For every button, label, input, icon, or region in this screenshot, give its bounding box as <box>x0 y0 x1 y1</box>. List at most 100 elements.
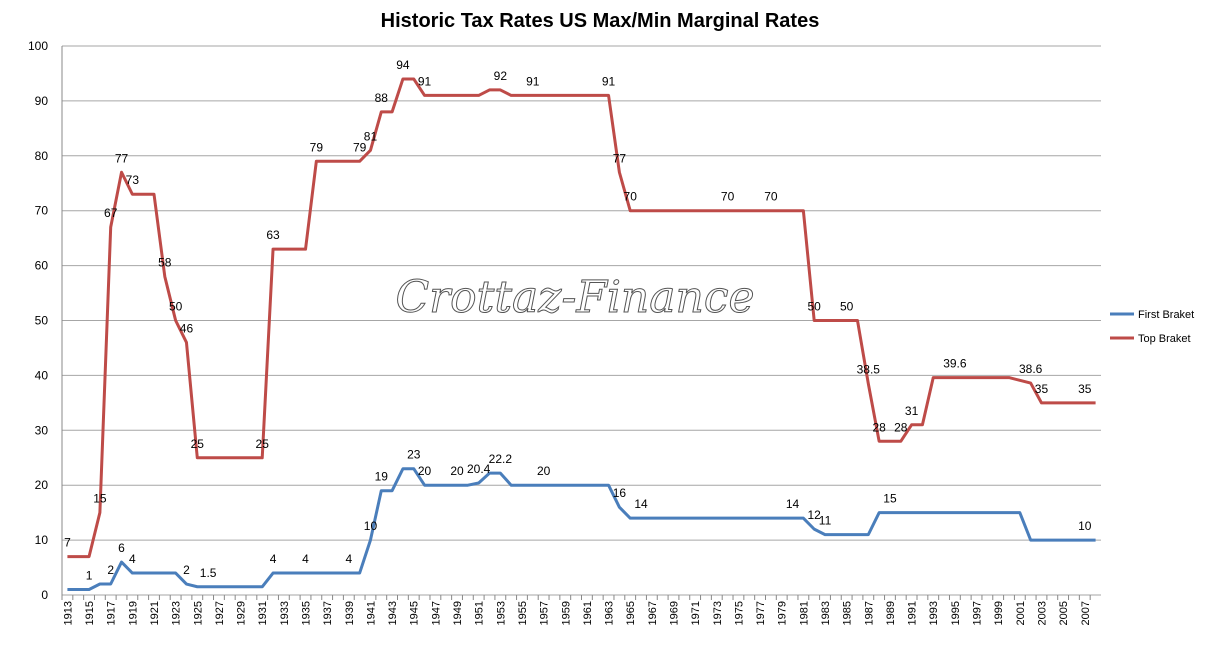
x-tick-label: 1925 <box>192 601 204 625</box>
x-tick-label: 1997 <box>972 601 984 625</box>
data-label: 77 <box>613 151 627 165</box>
y-tick-label: 0 <box>41 588 48 602</box>
data-label: 20 <box>450 464 464 478</box>
x-tick-label: 1921 <box>149 601 161 625</box>
data-label: 19 <box>375 470 389 484</box>
y-tick-label: 30 <box>35 423 49 437</box>
x-tick-label: 2007 <box>1080 601 1092 625</box>
x-tick-label: 1969 <box>668 601 680 625</box>
y-tick-label: 60 <box>35 259 49 273</box>
y-tick-label: 80 <box>35 149 49 163</box>
legend-label: First Braket <box>1138 309 1194 321</box>
y-tick-label: 50 <box>35 314 49 328</box>
x-tick-label: 1959 <box>560 601 572 625</box>
x-tick-label: 1957 <box>539 601 551 625</box>
x-tick-label: 2005 <box>1058 601 1070 625</box>
x-tick-label: 1947 <box>430 601 442 625</box>
data-label: 38.5 <box>857 363 881 377</box>
x-tick-label: 1999 <box>993 601 1005 625</box>
data-label: 4 <box>129 552 136 566</box>
x-tick-label: 2003 <box>1036 601 1048 625</box>
data-label: 70 <box>764 190 778 204</box>
watermark: Crottaz-Finance <box>395 272 754 323</box>
x-tick-label: 1987 <box>863 601 875 625</box>
data-label: 28 <box>894 420 908 434</box>
x-tick-label: 1949 <box>452 601 464 625</box>
chart-title: Historic Tax Rates US Max/Min Marginal R… <box>381 10 820 32</box>
data-label: 25 <box>256 437 270 451</box>
data-label: 12 <box>808 508 822 522</box>
y-tick-label: 90 <box>35 94 49 108</box>
data-label: 2 <box>183 563 190 577</box>
data-label: 35 <box>1035 382 1049 396</box>
x-tick-label: 1931 <box>257 601 269 625</box>
data-label: 20.4 <box>467 462 491 476</box>
data-label: 35 <box>1078 382 1092 396</box>
data-label: 20 <box>537 464 551 478</box>
data-label: 11 <box>819 514 832 528</box>
y-tick-label: 10 <box>35 533 49 547</box>
data-label: 81 <box>364 129 378 143</box>
data-label: 7 <box>64 536 71 550</box>
data-label: 39.6 <box>943 357 967 371</box>
data-label: 4 <box>270 552 277 566</box>
data-label: 23 <box>407 448 421 462</box>
data-label: 46 <box>180 321 194 335</box>
x-tick-label: 1935 <box>301 601 313 625</box>
legend-label: Top Braket <box>1138 333 1191 345</box>
x-tick-label: 1995 <box>950 601 962 625</box>
data-label: 77 <box>115 151 129 165</box>
x-tick-label: 1965 <box>625 601 637 625</box>
x-tick-label: 1943 <box>387 601 399 625</box>
data-label: 20 <box>418 464 432 478</box>
x-tick-label: 1981 <box>798 601 810 625</box>
x-tick-label: 1973 <box>712 601 724 625</box>
data-label: 92 <box>494 69 508 83</box>
data-label: 10 <box>1078 519 1092 533</box>
data-label: 31 <box>905 404 919 418</box>
data-label: 1 <box>86 569 93 583</box>
data-label: 10 <box>364 519 378 533</box>
data-label: 58 <box>158 256 172 270</box>
data-label: 50 <box>840 300 854 314</box>
x-tick-label: 1937 <box>322 601 334 625</box>
data-label: 15 <box>93 492 107 506</box>
x-tick-label: 1917 <box>106 601 118 625</box>
data-label: 4 <box>345 552 352 566</box>
data-label: 94 <box>396 58 410 72</box>
x-tick-label: 1945 <box>409 601 421 625</box>
y-tick-label: 40 <box>35 368 49 382</box>
data-label: 14 <box>786 497 800 511</box>
data-label: 79 <box>310 140 324 154</box>
data-label: 15 <box>883 492 897 506</box>
x-tick-label: 1977 <box>755 601 767 625</box>
data-label: 1.5 <box>200 566 217 580</box>
y-tick-label: 100 <box>28 39 48 53</box>
x-tick-label: 1939 <box>344 601 356 625</box>
y-tick-label: 20 <box>35 478 49 492</box>
x-tick-label: 1953 <box>495 601 507 625</box>
data-label: 73 <box>126 173 140 187</box>
x-tick-label: 1989 <box>885 601 897 625</box>
x-tick-label: 1933 <box>279 601 291 625</box>
data-label: 88 <box>375 91 389 105</box>
line-series <box>67 77 1096 559</box>
x-tick-label: 1941 <box>365 601 377 625</box>
data-label: 91 <box>602 74 616 88</box>
data-label: 2 <box>107 563 114 577</box>
data-label: 16 <box>613 486 627 500</box>
data-label: 4 <box>302 552 309 566</box>
x-tick-label: 1993 <box>928 601 940 625</box>
x-tick-label: 1985 <box>842 601 854 625</box>
x-tick-label: 1961 <box>582 601 594 625</box>
x-tick-label: 1979 <box>777 601 789 625</box>
data-label: 91 <box>418 74 432 88</box>
data-label: 50 <box>169 300 183 314</box>
data-label: 25 <box>191 437 205 451</box>
x-tick-label: 1927 <box>214 601 226 625</box>
x-tick-label: 2001 <box>1015 601 1027 625</box>
x-tick-label: 1915 <box>84 601 96 625</box>
x-tick-label: 1951 <box>474 601 486 625</box>
y-tick-label: 70 <box>35 204 49 218</box>
data-label: 28 <box>872 420 886 434</box>
